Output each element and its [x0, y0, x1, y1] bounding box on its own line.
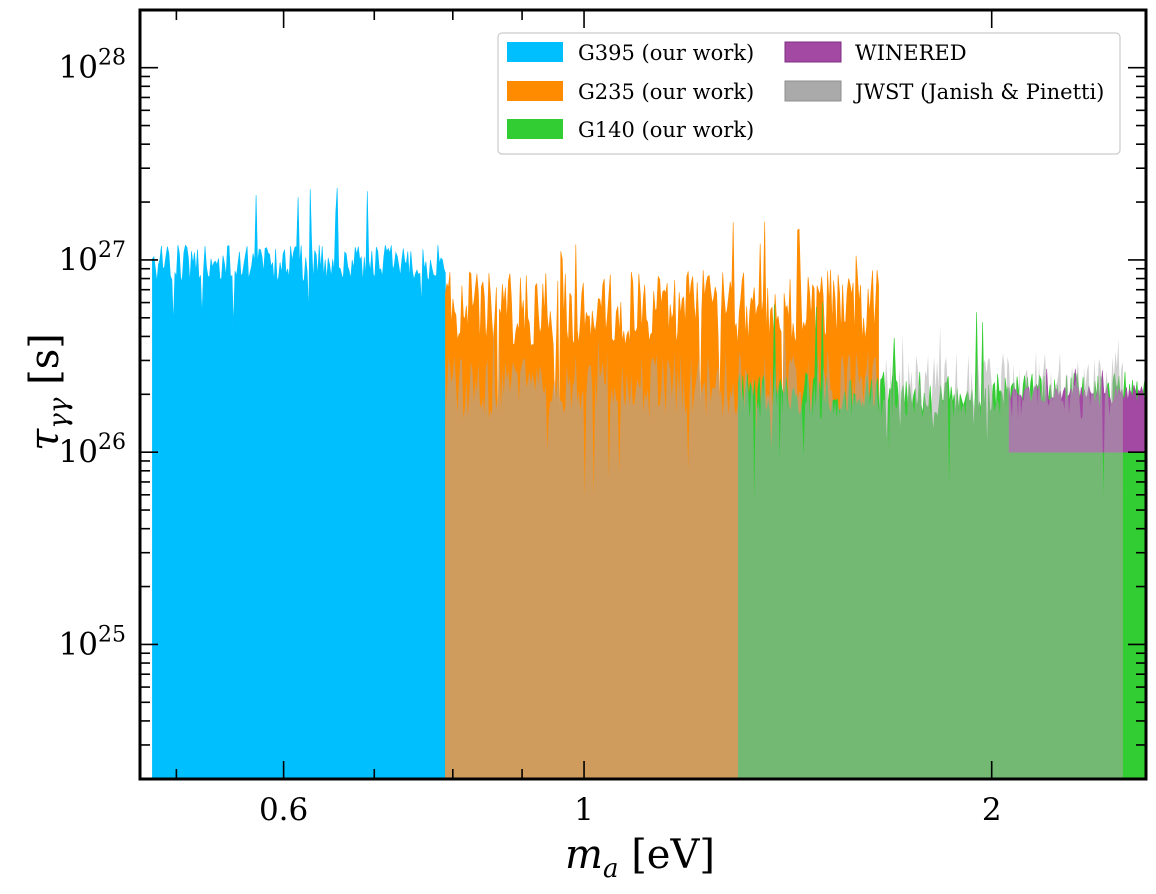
tick-layer: 0.6 1 2 1025 1026 1027 1028 [59, 10, 1146, 828]
legend-entry-winered: WINERED [784, 41, 967, 65]
legend: G395 (our work) G235 (our work) G140 (ou… [497, 32, 1121, 155]
y-axis-title: τγγ [s] [22, 333, 74, 451]
legend-entry-g235: G235 (our work) [507, 80, 754, 104]
legend-label-g140: G140 (our work) [578, 118, 754, 142]
x-tick-label: 2 [982, 792, 1002, 828]
legend-swatch-jwst [784, 80, 842, 102]
legend-label-winered: WINERED [855, 41, 967, 65]
x-tick-label: 1 [574, 792, 594, 828]
y-tick-label: 1025 [59, 622, 126, 662]
legend-swatch-g395 [507, 42, 563, 62]
y-tick-label: 1026 [59, 430, 126, 470]
legend-swatch-g140 [507, 119, 563, 139]
legend-entry-jwst: JWST (Janish & Pinetti) [784, 80, 1104, 104]
legend-label-jwst: JWST (Janish & Pinetti) [853, 80, 1104, 104]
legend-label-g235: G235 (our work) [578, 80, 754, 104]
series-layer [152, 187, 1146, 779]
x-axis-title: ma [eV] [565, 832, 715, 884]
legend-entry-g395: G395 (our work) [507, 41, 754, 65]
y-tick-label: 1027 [59, 238, 126, 278]
x-tick-label: 0.6 [259, 792, 308, 828]
legend-entry-g140: G140 (our work) [507, 118, 754, 142]
legend-label-g395: G395 (our work) [578, 41, 754, 65]
series-jwst-area [445, 318, 1123, 779]
plot-frame [138, 8, 1148, 781]
legend-swatch-g235 [507, 81, 563, 101]
series-g395-area [152, 187, 446, 779]
legend-swatch-winered [784, 41, 842, 63]
y-tick-label: 1028 [59, 46, 126, 86]
